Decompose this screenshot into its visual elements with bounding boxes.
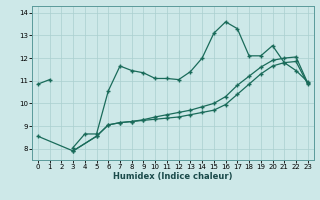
X-axis label: Humidex (Indice chaleur): Humidex (Indice chaleur) — [113, 172, 233, 181]
